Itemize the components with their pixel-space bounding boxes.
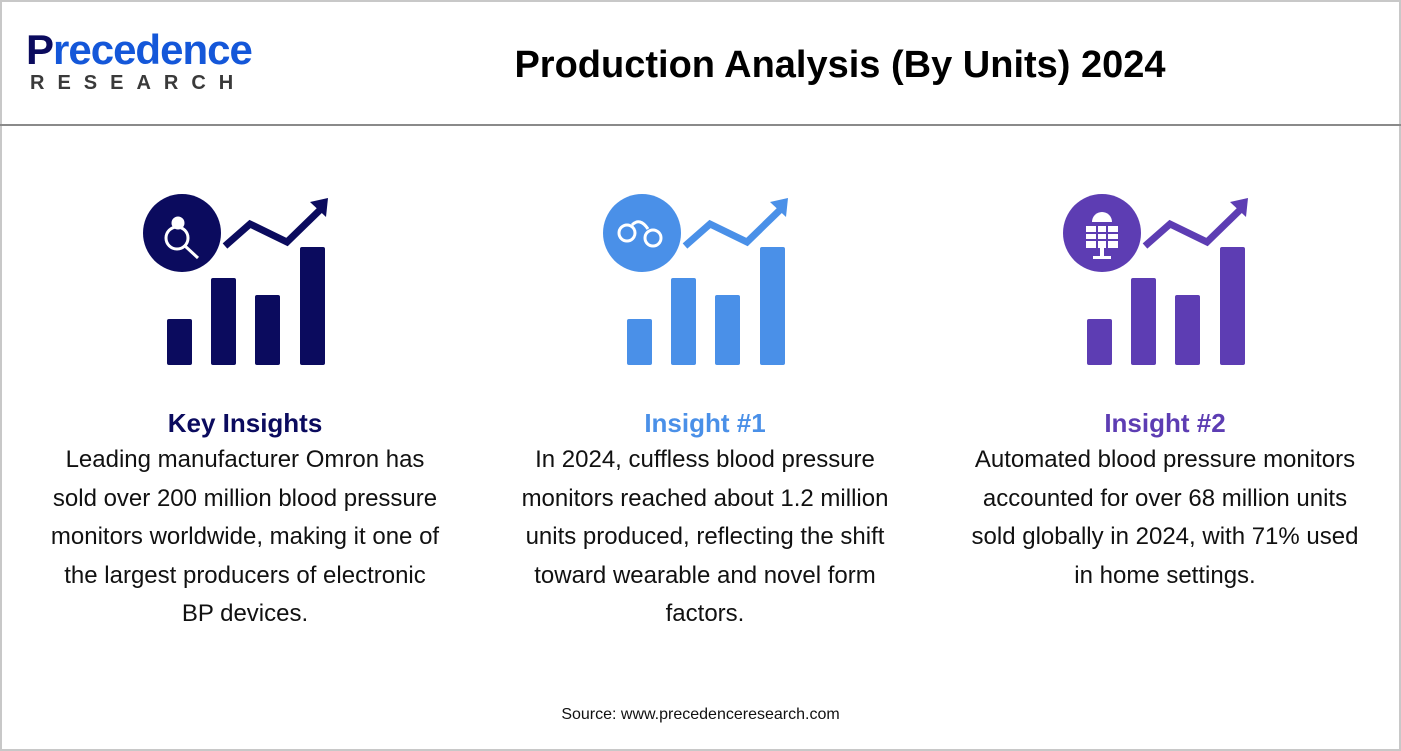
lightbulb-search-icon: [164, 216, 200, 260]
insight-heading: Insight #2: [1104, 408, 1226, 438]
growth-chart-icon: [1063, 194, 1248, 365]
source-text: Source: www.precedenceresearch.com: [561, 706, 840, 723]
insight-card-2: Insight #2 Automated blood pressure moni…: [965, 180, 1365, 595]
insight-heading: Insight #1: [644, 408, 766, 438]
growth-chart-icon: [143, 194, 328, 365]
page-title: Production Analysis (By Units) 2024: [514, 44, 1166, 86]
handcuffs-icon: [617, 220, 663, 248]
insight-text: Leading manufacturer Omron has sold over…: [50, 446, 440, 627]
divider: [0, 124, 1401, 126]
insight-heading: Key Insights: [167, 408, 323, 438]
logo: Precedence RESEARCH: [26, 26, 253, 95]
insight-text: In 2024, cuffless blood pressure monitor…: [521, 446, 889, 627]
insight-text: Automated blood pressure monitors accoun…: [971, 446, 1359, 589]
solar-panel-icon: [1086, 212, 1118, 259]
insight-card-key: Key Insights Leading manufacturer Omron …: [45, 180, 445, 634]
insight-card-1: Insight #1 In 2024, cuffless blood press…: [505, 180, 905, 634]
growth-chart-icon: [603, 194, 788, 365]
